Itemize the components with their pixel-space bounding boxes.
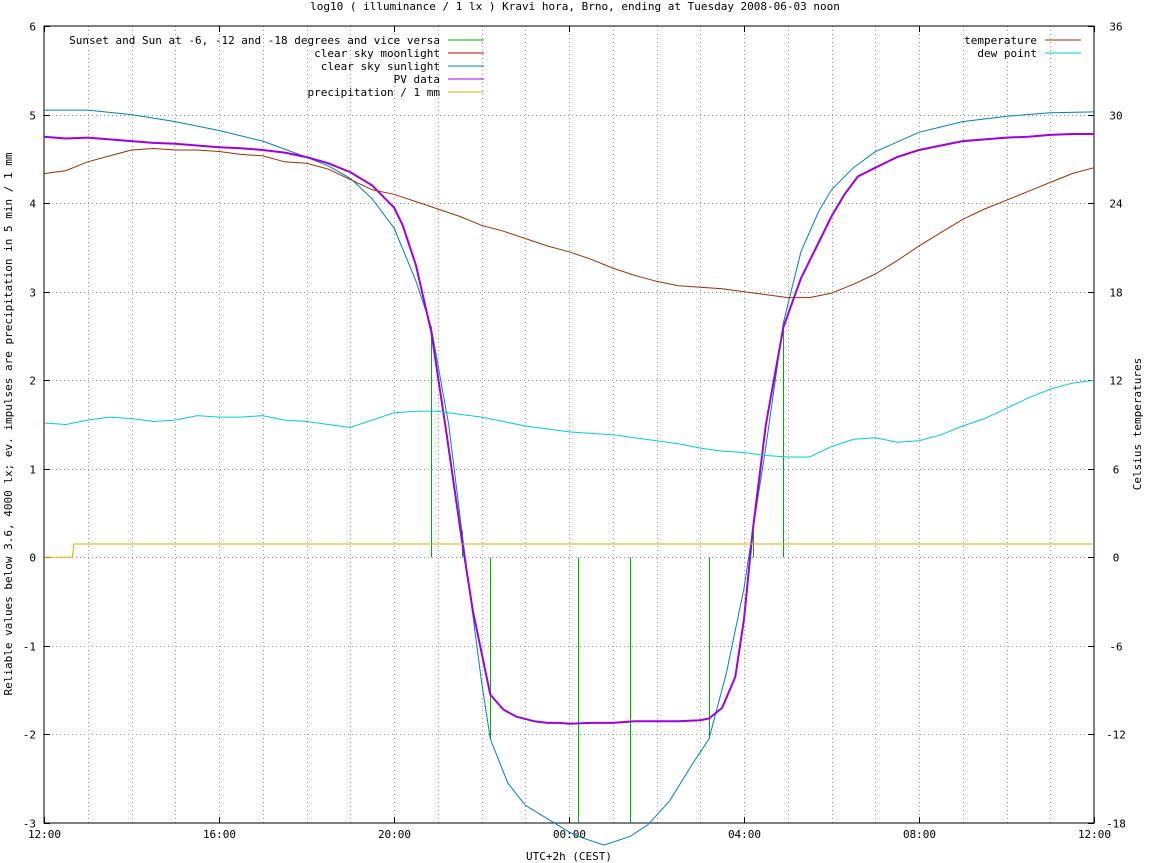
- y2-tick-label: 6: [1113, 464, 1120, 477]
- clear-sky-sunlight-line: [44, 109, 1095, 846]
- x-tick-label: 12:00: [28, 828, 61, 841]
- temperature-line: [43, 147, 1095, 299]
- y-tick-label: 6: [29, 21, 36, 34]
- precipitation-1-mm-line: [44, 543, 1094, 558]
- y-tick-label: 2: [29, 375, 36, 388]
- legend-label: Sunset and Sun at -6, -12 and -18 degree…: [69, 34, 440, 47]
- y-tick-label: 5: [29, 110, 36, 123]
- y2-tick-label: -18: [1106, 818, 1126, 831]
- x-tick-label: 20:00: [378, 828, 411, 841]
- y-tick-label: -2: [23, 729, 36, 742]
- legend-label: clear sky sunlight: [321, 60, 440, 73]
- dew-point-line: [43, 379, 1095, 458]
- y-tick-label: -3: [23, 818, 36, 831]
- x-tick-label: 08:00: [903, 828, 936, 841]
- chart-series: [43, 109, 1095, 846]
- y-tick-label: 0: [29, 552, 36, 565]
- y-tick-label: -1: [23, 641, 36, 654]
- y2-tick-label: 18: [1109, 287, 1122, 300]
- y-tick-label: 4: [29, 198, 36, 211]
- y2-tick-label: -6: [1109, 641, 1122, 654]
- legend-label: temperature: [964, 34, 1037, 47]
- y2-tick-label: 0: [1113, 552, 1120, 565]
- x-axis-label: UTC+2h (CEST): [526, 850, 612, 863]
- y2-tick-label: 24: [1109, 198, 1123, 211]
- y2-axis-label: Celsius temperatures: [1131, 358, 1144, 490]
- y2-tick-label: 36: [1109, 21, 1122, 34]
- y-tick-label: 1: [29, 464, 36, 477]
- chart-title: log10 ( illuminance / 1 lx ) Kravi hora,…: [310, 0, 840, 13]
- legend-left: Sunset and Sun at -6, -12 and -18 degree…: [69, 34, 484, 99]
- y-tick-label: 3: [29, 287, 36, 300]
- y2-tick-label: -12: [1106, 729, 1126, 742]
- y-axis-label: Reliable values below 3.6, 4000 lx; ev. …: [2, 152, 15, 695]
- x-tick-label: 04:00: [728, 828, 761, 841]
- legend-label: dew point: [977, 47, 1037, 60]
- legend-label: PV data: [394, 73, 440, 86]
- x-tick-label: 16:00: [203, 828, 236, 841]
- axis-ticks: 12:00 16:00 20:00 00:00 04:00 08:00 12:00-3-2-…: [23, 21, 1126, 842]
- y2-tick-label: 30: [1109, 110, 1122, 123]
- x-tick-label: 12:00: [1078, 828, 1111, 841]
- grid: [44, 26, 1094, 823]
- y2-tick-label: 12: [1109, 375, 1122, 388]
- pv-data-line: [43, 133, 1094, 725]
- legend-label: precipitation / 1 mm: [308, 86, 441, 99]
- x-tick-label: 00:00: [553, 828, 586, 841]
- legend-label: clear sky moonlight: [314, 47, 440, 60]
